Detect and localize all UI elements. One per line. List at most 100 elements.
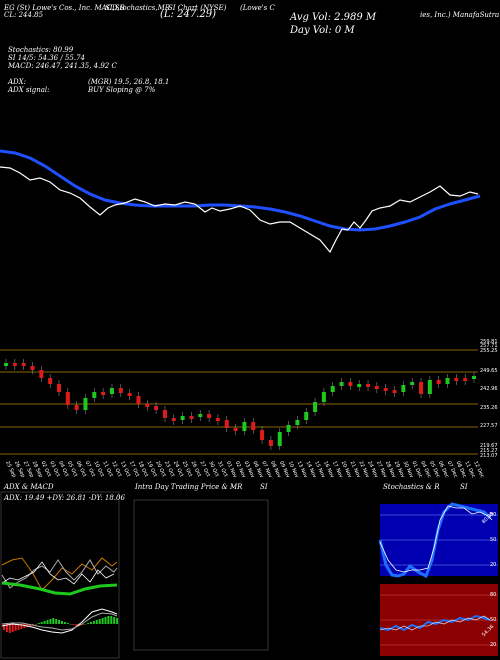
price-axis-label: 213.07 (480, 453, 498, 459)
candle-body (4, 363, 8, 366)
candle-body (427, 380, 432, 394)
candle-body (21, 363, 26, 366)
candle-body (357, 384, 362, 387)
candle-body (251, 422, 256, 430)
candlesticks (4, 359, 476, 450)
macd-line (1, 608, 118, 634)
macd-bar (34, 624, 37, 625)
candle-body (189, 416, 194, 419)
company-name-suffix: ies, Inc.) ManafaSutra.com (420, 11, 500, 19)
macd-bar (11, 624, 14, 632)
macd-bar (87, 623, 90, 624)
candle-body (224, 420, 229, 428)
macd-bar (101, 618, 104, 624)
last-price: (L: 247.29) (160, 9, 216, 20)
price-axis-label: 259.81 (480, 339, 498, 345)
rsi-axis-50: 50 (490, 617, 497, 623)
indicators-label: SI,Stochastics,MR (105, 4, 171, 12)
stochastics-panel-title: Stochastics & R (383, 483, 440, 491)
candle-body (374, 386, 379, 389)
candle-body (401, 385, 406, 392)
macd-bar (52, 618, 55, 624)
candle-body (330, 386, 335, 392)
macd-bar (66, 623, 69, 624)
macd-bar (95, 620, 98, 624)
price-line (0, 166, 479, 254)
candle-body (127, 393, 132, 396)
candle-body (162, 410, 167, 418)
candle-body (118, 388, 123, 393)
stochastics-d-line (379, 505, 493, 573)
candle-body (56, 384, 61, 392)
macd-histogram (3, 616, 119, 633)
candle-body (83, 398, 88, 410)
candle-body (154, 406, 159, 410)
price-axis-label: 227.57 (480, 423, 498, 429)
stochastics-k-line (378, 502, 492, 579)
adx-lines (1, 557, 118, 596)
intraday-panel-border (133, 499, 269, 651)
macd-bar (20, 624, 23, 629)
candle-body (101, 392, 106, 395)
macd-bar (98, 619, 101, 624)
candle-body (260, 430, 265, 440)
intraday-panel-title-suffix: SI (260, 483, 268, 491)
adx-label: ADX: (8, 78, 27, 86)
adx-panel-title: ADX & MACD (4, 483, 54, 491)
candle-body (295, 420, 300, 425)
candle-body (321, 392, 326, 402)
candle-body (463, 378, 468, 381)
macd-bar (43, 621, 46, 624)
candle-body (48, 378, 53, 384)
rsi-signal-line (379, 615, 491, 631)
macd-bar (8, 624, 11, 633)
candle-body (30, 366, 35, 370)
buy-signal: BUY Sloping @ 7% (88, 86, 156, 94)
intraday-panel-title: Intra Day Trading Price & MR (135, 483, 243, 491)
macd-bar (55, 619, 58, 624)
macd-bar (14, 624, 17, 631)
candle-body (207, 414, 212, 418)
macd-bar (46, 620, 49, 624)
candle-body (136, 396, 141, 404)
price-axis-label: 215.27 (480, 448, 498, 454)
macd-value: MACD: 246.47, 241.35, 4.92 C (8, 62, 117, 70)
company-name: (Lowe's C (240, 4, 275, 12)
candle-body (180, 416, 185, 420)
rsi-axis-20: 20 (490, 642, 497, 648)
candle-body (366, 384, 371, 387)
candle-body (348, 382, 353, 386)
macd-bar (69, 624, 72, 625)
moving-average-line (0, 149, 481, 232)
macd-bar (3, 624, 5, 630)
macd-bar (61, 621, 63, 624)
macd-bar (40, 622, 43, 624)
macd-bar (107, 616, 110, 624)
price-axis-label: 219.67 (480, 443, 498, 449)
macd-bar (17, 624, 20, 630)
stoch-axis-50: 50 (490, 537, 497, 543)
chart-title: EG (St) Lowe's Cos., Inc. MACD,B (4, 4, 125, 12)
candle-body (392, 390, 397, 393)
macd-bar (110, 616, 113, 624)
avg-volume: Avg Vol: 2.989 M (290, 12, 377, 23)
price-axis-label: 257.71 (480, 343, 498, 349)
candle-body (145, 404, 150, 407)
candle-body (39, 370, 44, 378)
candle-body (277, 432, 282, 446)
macd-bar (26, 624, 29, 627)
candle-body (419, 382, 424, 394)
stochastics-value: Stochastics: 80.99 (8, 46, 74, 54)
candle-body (215, 418, 220, 421)
candle-body (304, 412, 309, 420)
candle-body (242, 422, 247, 431)
candle-body (286, 425, 291, 432)
adx-panel-border (0, 491, 120, 659)
macd-bar (23, 624, 26, 628)
price-axis-label: 235.26 (480, 405, 498, 411)
candle-body (109, 388, 114, 394)
stoch-axis-80: 80 (490, 512, 497, 518)
